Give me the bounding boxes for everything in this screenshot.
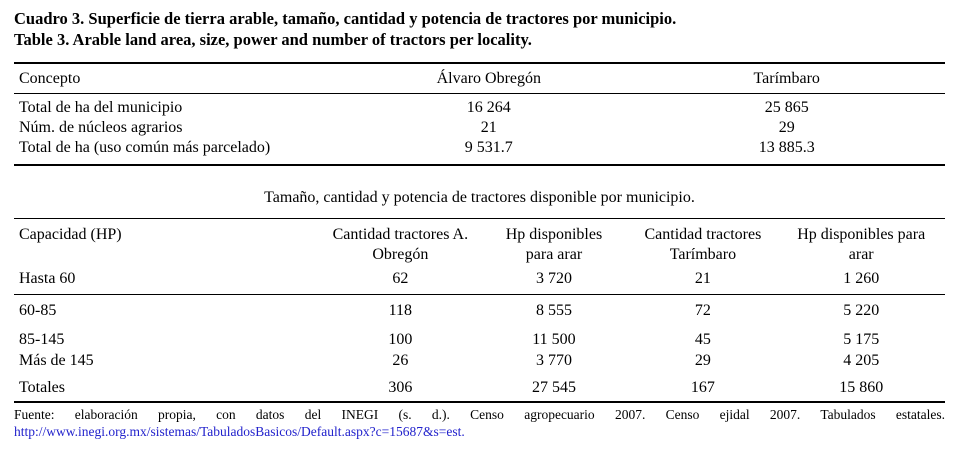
source-text: Fuente: elaboración propia, con datos de…	[14, 407, 945, 422]
value-obregon: 16 264	[466, 99, 511, 116]
hp-tarimbaro-value: 1 260	[777, 266, 945, 295]
source-link[interactable]: http://www.inegi.org.mx/sistemas/Tabulad…	[14, 424, 465, 439]
cantidad-tarimbaro-value: 45	[694, 331, 711, 348]
row-label: Total de ha del municipio	[19, 99, 183, 116]
header-cantidad-tarimbaro: Cantidad tractores Tarímbaro	[628, 219, 777, 267]
cantidad-tarimbaro-value: 21	[628, 266, 778, 295]
table-row: Hasta 60 62 3 720 21 1 260	[14, 266, 945, 295]
header-line: para arar	[525, 246, 583, 263]
municipality-summary-table: Concepto Álvaro Obregón Tarímbaro Total …	[14, 62, 945, 166]
table-header-row: Capacidad (HP) Cantidad tractores A. Obr…	[14, 219, 945, 267]
table-row: Total de ha del municipio 16 264 25 865	[14, 94, 945, 119]
hp-obregon-value: 3 720	[479, 266, 629, 295]
hp-tarimbaro-value: 5 220	[843, 302, 880, 319]
cantidad-tarimbaro-total: 167	[690, 379, 715, 396]
table-row: 60-85 118 8 555 72 5 220	[14, 295, 945, 322]
hp-tarimbaro-value: 4 205	[843, 352, 880, 369]
capacity-label: Más de 145	[19, 352, 94, 369]
value-tarimbaro: 25 865	[764, 99, 809, 116]
header-line: Hp disponibles	[505, 226, 603, 243]
table-row: 85-145 100 11 500 45 5 175	[14, 321, 945, 351]
cantidad-obregon-total: 306	[388, 379, 413, 396]
totals-row: Totales 306 27 545 167 15 860	[14, 371, 945, 402]
cantidad-tarimbaro-value: 29	[694, 352, 711, 369]
header-tarimbaro: Tarímbaro	[628, 63, 945, 94]
header-line: Obregón	[372, 246, 429, 263]
value-obregon: 9 531.7	[464, 139, 513, 156]
hp-tarimbaro-value: 5 175	[843, 331, 880, 348]
header-hp-obregon: Hp disponibles para arar	[479, 219, 628, 267]
title-english: Table 3. Arable land area, size, power a…	[14, 30, 532, 49]
source-note: Fuente: elaboración propia, con datos de…	[14, 406, 945, 440]
table-titles: Cuadro 3. Superficie de tierra arable, t…	[14, 8, 945, 50]
value-obregon: 21	[480, 119, 497, 136]
totals-label: Totales	[19, 379, 65, 396]
header-cantidad-obregon: Cantidad tractores A. Obregón	[321, 219, 479, 267]
cantidad-obregon-value: 62	[321, 266, 480, 295]
table-row: Más de 145 26 3 770 29 4 205	[14, 351, 945, 371]
cantidad-obregon-value: 118	[388, 302, 413, 319]
table-row: Total de ha (uso común más parcelado) 9 …	[14, 138, 945, 165]
header-line: Tarímbaro	[669, 246, 737, 263]
tractors-table: Capacidad (HP) Cantidad tractores A. Obr…	[14, 218, 945, 403]
header-line: Hp disponibles para	[797, 226, 926, 243]
hp-obregon-value: 3 770	[535, 352, 572, 369]
header-concepto: Concepto	[14, 63, 350, 94]
hp-obregon-value: 8 555	[535, 302, 572, 319]
cantidad-obregon-value: 26	[392, 352, 409, 369]
hp-tarimbaro-total: 15 860	[839, 379, 884, 396]
value-tarimbaro: 29	[778, 119, 795, 136]
header-line: Cantidad tractores	[644, 226, 762, 243]
capacity-label: 85-145	[19, 331, 65, 348]
value-tarimbaro: 13 885.3	[758, 139, 815, 156]
cantidad-tarimbaro-value: 72	[694, 302, 711, 319]
hp-obregon-total: 27 545	[531, 379, 576, 396]
tractors-table-caption: Tamaño, cantidad y potencia de tractores…	[264, 189, 695, 206]
capacity-label: Hasta 60	[14, 266, 322, 295]
header-hp-tarimbaro: Hp disponibles para arar	[777, 219, 945, 267]
header-capacidad: Capacidad (HP)	[19, 226, 122, 243]
capacity-label: 60-85	[19, 302, 57, 319]
title-spanish: Cuadro 3. Superficie de tierra arable, t…	[14, 9, 677, 28]
row-label: Total de ha (uso común más parcelado)	[19, 139, 271, 156]
row-label: Núm. de núcleos agrarios	[19, 119, 183, 136]
header-line: Cantidad tractores A.	[332, 226, 469, 243]
header-line: arar	[848, 246, 874, 263]
table-row: Núm. de núcleos agrarios 21 29	[14, 118, 945, 138]
hp-obregon-value: 11 500	[532, 331, 576, 348]
cantidad-obregon-value: 100	[388, 331, 413, 348]
table-header-row: Concepto Álvaro Obregón Tarímbaro	[14, 63, 945, 94]
header-alvaro-obregon: Álvaro Obregón	[349, 63, 629, 94]
